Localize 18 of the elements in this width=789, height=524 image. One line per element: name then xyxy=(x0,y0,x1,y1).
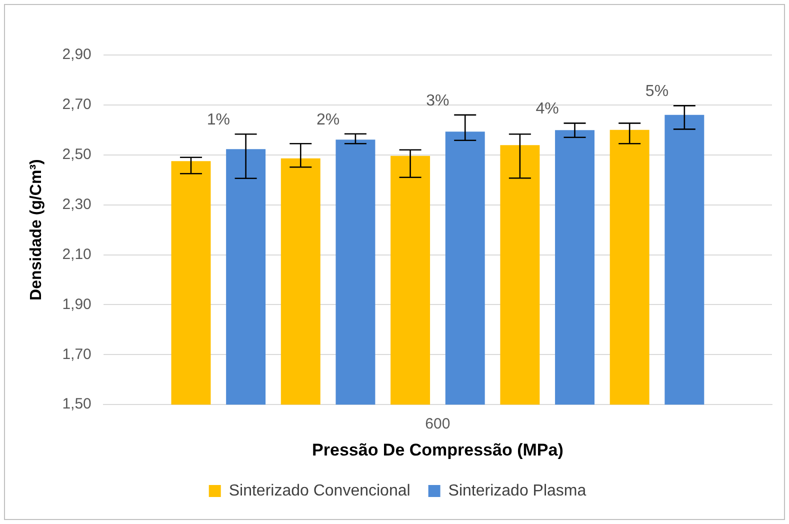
annotation: 4% xyxy=(536,100,559,118)
y-tick-label: 2,70 xyxy=(62,96,92,114)
legend-label: Sinterizado Plasma xyxy=(448,482,586,500)
x-axis-title: Pressão De Compressão (MPa) xyxy=(312,440,564,460)
y-tick-label: 2,90 xyxy=(62,46,92,64)
annotation: 5% xyxy=(645,83,669,100)
annotation: 3% xyxy=(426,92,450,110)
legend-label: Sinterizado Convencional xyxy=(228,482,410,500)
y-axis-title: Densidade (g/Cm³) xyxy=(28,159,46,300)
y-tick-label: 1,50 xyxy=(62,396,92,413)
y-tick-label: 1,90 xyxy=(62,296,92,313)
y-tick-label: 2,50 xyxy=(62,146,92,164)
annotation: 2% xyxy=(316,111,340,128)
y-tick-label: 2,10 xyxy=(62,246,92,263)
y-tick-label: 2,30 xyxy=(62,196,92,213)
annotation: 1% xyxy=(206,112,230,129)
y-tick-label: 1,70 xyxy=(62,346,92,363)
x-tick-label: 600 xyxy=(425,416,450,433)
